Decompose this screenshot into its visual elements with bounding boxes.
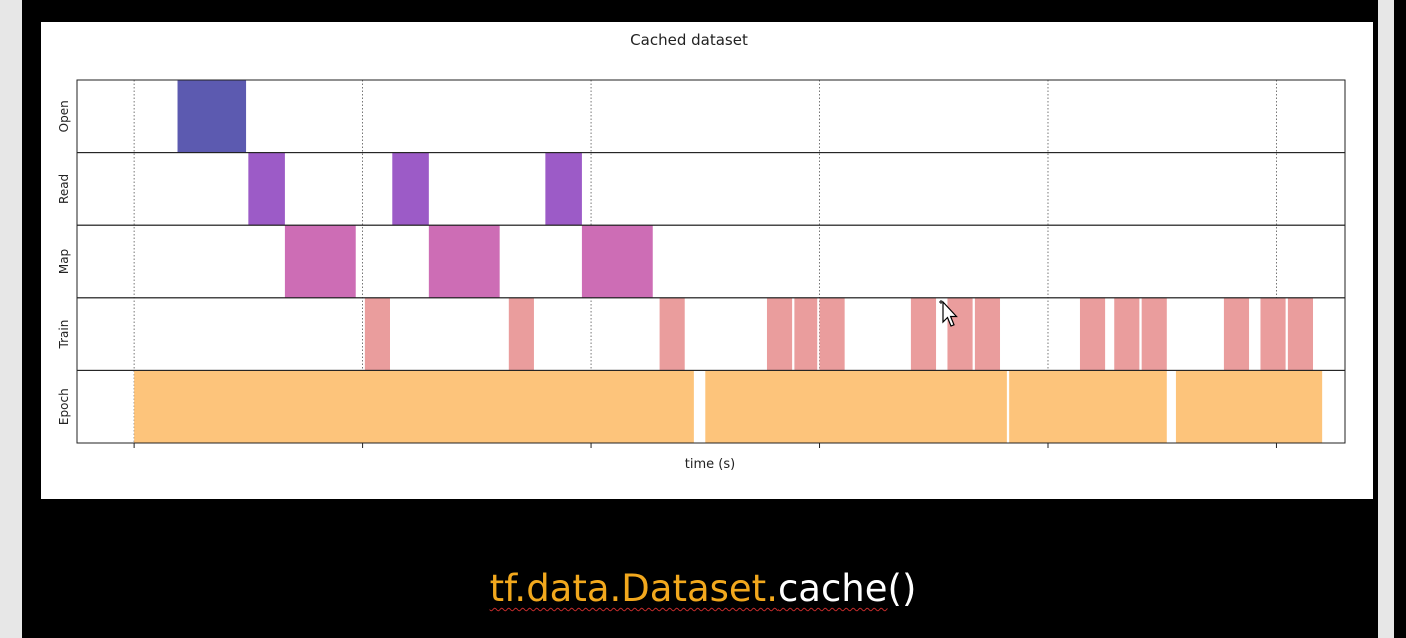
bar-train [1260,297,1286,371]
bar-train [766,297,793,371]
mouse-cursor-icon [939,300,958,327]
bar-epoch [1009,370,1167,443]
bar-map [581,225,653,298]
row-background-read [77,152,1345,226]
bar-train [819,297,845,371]
row-background-open [77,80,1345,153]
chart-card: Cached dataset Open Read Map Train Epoch tim… [41,22,1373,499]
bar-read [545,152,582,226]
bar-read [248,152,285,226]
row-frame-epoch [76,369,1346,444]
bar-map [428,225,500,298]
bar-train [364,297,391,371]
caption-parens: () [887,567,917,610]
timeline-chart: Cached dataset Open Read Map Train Epoch tim… [57,31,1346,472]
bar-train [1114,297,1140,371]
bar-epoch [134,370,694,443]
right-frame-strip [1378,0,1394,638]
bar-map [284,225,356,298]
bar-train [794,297,818,371]
bar-epoch [705,370,1007,443]
bar-train [1223,297,1250,371]
left-frame-strip [0,0,22,638]
bar-train [974,297,1001,371]
bar-train [508,297,534,371]
row-label-epoch: Epoch [57,388,71,425]
caption-module-path: tf.data.Dataset. [489,567,778,610]
bar-read [392,152,429,226]
row-label-map: Map [57,249,71,274]
bar-train [947,297,973,371]
slide-caption: tf.data.Dataset.cache() [0,565,1406,613]
x-axis-label: time (s) [685,457,735,472]
bar-train [1287,297,1314,371]
bar-train [910,297,937,371]
bar-train [1079,297,1106,371]
row-background-map [77,225,1345,298]
bar-open [177,80,247,153]
row-label-open: Open [57,100,71,132]
chart-title: Cached dataset [630,31,748,49]
bar-epoch [1175,370,1323,443]
row-label-read: Read [57,174,71,204]
row-label-train: Train [57,320,71,350]
caption-method-name: cache [777,567,888,610]
bar-train [1141,297,1167,371]
bar-train [659,297,685,371]
